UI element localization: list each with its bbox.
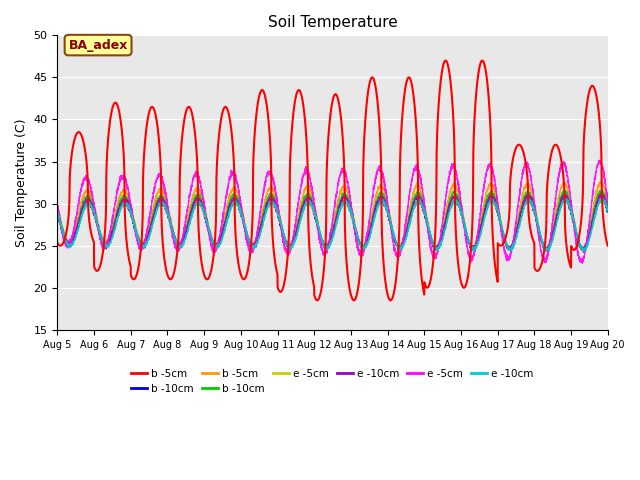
Y-axis label: Soil Temperature (C): Soil Temperature (C)	[15, 119, 28, 247]
Text: BA_adex: BA_adex	[68, 38, 128, 51]
Legend: b -5cm, b -10cm, b -5cm, b -10cm, e -5cm, e -10cm, e -5cm, e -10cm: b -5cm, b -10cm, b -5cm, b -10cm, e -5cm…	[127, 365, 538, 398]
Title: Soil Temperature: Soil Temperature	[268, 15, 397, 30]
